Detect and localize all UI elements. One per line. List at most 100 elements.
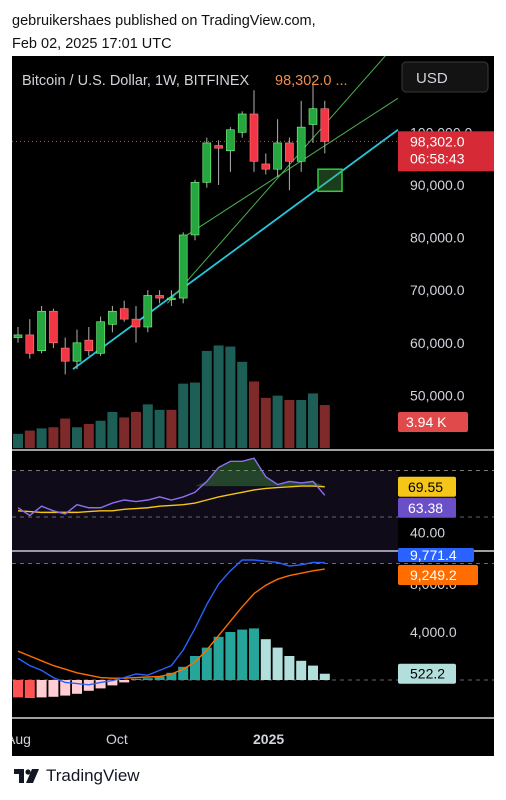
candle — [273, 142, 282, 170]
candle — [308, 108, 318, 125]
macd-histogram-bar — [249, 628, 259, 680]
volume-bar — [119, 417, 130, 448]
candle — [108, 310, 117, 325]
price-tag-bg — [398, 131, 494, 172]
candle — [296, 126, 306, 162]
macd-pane — [12, 559, 494, 698]
candle — [84, 339, 94, 351]
price-tick-label: 90,000.0 — [410, 177, 465, 193]
macd-line — [17, 559, 325, 686]
candle — [37, 310, 46, 351]
macd-histogram-bar — [178, 666, 189, 680]
candles — [13, 82, 330, 375]
candle — [261, 163, 271, 170]
candle — [237, 113, 247, 133]
volume-bar — [237, 361, 248, 448]
time-label: Aug — [12, 731, 31, 747]
histogram-tag-bg — [398, 663, 456, 684]
trendline-channel — [182, 97, 399, 239]
title-last-price: 98,302.0 ... — [275, 73, 348, 89]
macd-histogram-bar — [166, 672, 177, 680]
rsi-ma-tag-bg — [398, 476, 456, 497]
volume-bar — [296, 400, 307, 448]
candle — [167, 297, 176, 300]
currency-label: USD — [416, 70, 448, 87]
candle — [202, 142, 212, 183]
chart-canvas[interactable]: 110,000.0100,000.090,000.080,000.070,000… — [12, 56, 494, 756]
volume-bar — [72, 427, 82, 448]
price-tick-label: 70,000.0 — [410, 282, 465, 298]
candle — [285, 142, 294, 162]
histogram-tag-value: 522.2 — [410, 666, 445, 682]
volume-bar — [201, 350, 212, 448]
macd-tag-bg — [398, 548, 474, 562]
rsi-pane — [12, 457, 494, 564]
tradingview-logo-icon — [14, 769, 39, 783]
rsi-tag-value: 63.38 — [408, 500, 443, 516]
candle — [60, 347, 70, 362]
footer: TradingView — [14, 766, 140, 786]
volume-bar — [131, 412, 141, 448]
chart-area[interactable]: 110,000.0100,000.090,000.080,000.070,000… — [12, 56, 494, 756]
macd-histogram-bar — [260, 639, 271, 680]
volume-bar — [154, 409, 165, 448]
macd-histogram-bar — [201, 647, 212, 680]
volume-bar — [249, 381, 259, 448]
volume-bar — [142, 404, 153, 448]
volume-bar — [107, 412, 118, 448]
volume-bar — [319, 405, 330, 448]
price-tick-label: 60,000.0 — [410, 335, 465, 351]
publish-date: Feb 02, 2025 17:01 UTC — [12, 36, 172, 52]
candle — [119, 308, 129, 320]
candle — [131, 318, 141, 328]
macd-histogram-bar — [319, 673, 330, 680]
volume-bars — [13, 345, 330, 448]
macd-histogram-bar — [213, 636, 224, 680]
candle — [143, 295, 153, 328]
volume-bar — [213, 345, 224, 448]
volume-bar — [272, 395, 283, 448]
volume-bar — [166, 409, 177, 448]
volume-bar — [48, 427, 59, 448]
macd-histogram-bar — [60, 680, 71, 696]
macd-histogram-bar — [308, 665, 318, 680]
publisher-line: gebruikershaes published on TradingView.… — [12, 13, 316, 29]
currency-button[interactable]: USD — [401, 61, 489, 93]
volume-bar — [225, 346, 236, 448]
rsi-line — [17, 457, 326, 517]
macd-signal-line — [17, 568, 325, 679]
time-label: 2025 — [253, 731, 284, 747]
volume-tag-bg — [398, 412, 468, 432]
price-tick-label: 80,000.0 — [410, 230, 465, 246]
candle — [49, 310, 58, 344]
macd-histogram-bar — [190, 656, 200, 680]
candle — [72, 342, 82, 362]
macd-histogram-bar — [142, 678, 153, 680]
macd-histogram-bar — [119, 680, 130, 683]
macd-histogram-bar — [284, 656, 295, 680]
volume-bar — [178, 383, 189, 448]
candle — [178, 234, 188, 299]
candle — [214, 145, 223, 149]
candle — [25, 334, 35, 354]
macd-histogram-bar — [48, 680, 59, 697]
rsi-ma-tag-value: 69.55 — [408, 479, 443, 495]
candle — [13, 334, 23, 338]
volume-bar — [24, 430, 35, 448]
signal-tag-bg — [398, 565, 478, 585]
volume-bar — [60, 418, 71, 448]
volume-tag-value: 3.94 K — [406, 414, 447, 430]
volume-bar — [13, 433, 23, 448]
currency-button-bg — [401, 61, 489, 93]
trendline-steep — [167, 56, 386, 304]
macd-histogram-bar — [296, 660, 307, 680]
macd-tag-value: 9,771.4 — [410, 547, 457, 563]
macd-histogram-bar — [72, 680, 82, 694]
rsi-overbought-fill — [18, 458, 325, 487]
target-zone-box — [317, 168, 343, 193]
macd-histogram-bar — [237, 629, 248, 680]
macd-tick-label: 4,000.0 — [410, 624, 457, 640]
trendline-support — [72, 129, 399, 370]
volume-bar — [83, 424, 94, 448]
macd-histogram-bar — [272, 647, 283, 680]
